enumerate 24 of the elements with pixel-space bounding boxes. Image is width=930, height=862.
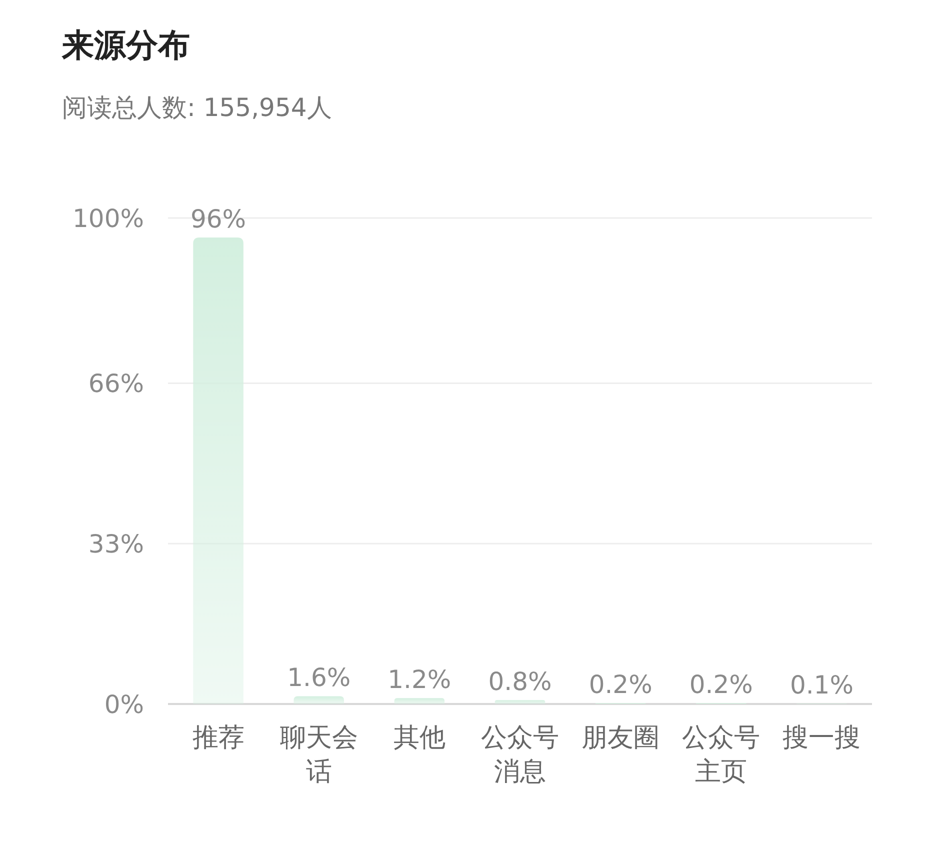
y-tick-label: 66% — [88, 368, 144, 398]
data-label: 0.2% — [689, 670, 753, 700]
bar — [494, 700, 546, 704]
chart-title: 来源分布 — [61, 26, 190, 64]
x-tick-label: 公众号主页 — [682, 723, 760, 787]
bar — [394, 698, 445, 704]
x-tick-label: 搜一搜 — [782, 723, 861, 753]
bar — [294, 696, 344, 704]
data-label: 0.1% — [790, 670, 854, 700]
x-tick-label: 推荐 — [192, 723, 244, 753]
y-tick-label: 33% — [88, 529, 144, 558]
y-tick-label: 0% — [104, 690, 144, 719]
x-tick-label: 公众号消息 — [481, 723, 559, 787]
data-label: 1.2% — [388, 665, 452, 694]
y-tick-label: 100% — [72, 204, 144, 233]
chart-subtitle: 阅读总人数: 155,954人 — [62, 93, 332, 122]
x-tick-label: 朋友圈 — [582, 723, 660, 753]
data-label: 1.6% — [287, 663, 351, 692]
data-label: 0.8% — [488, 667, 552, 696]
bar — [193, 237, 244, 704]
data-label: 96% — [190, 204, 246, 234]
x-tick-label: 其他 — [393, 723, 446, 753]
x-tick-label: 聊天会话 — [280, 723, 358, 787]
data-label: 0.2% — [588, 670, 652, 700]
